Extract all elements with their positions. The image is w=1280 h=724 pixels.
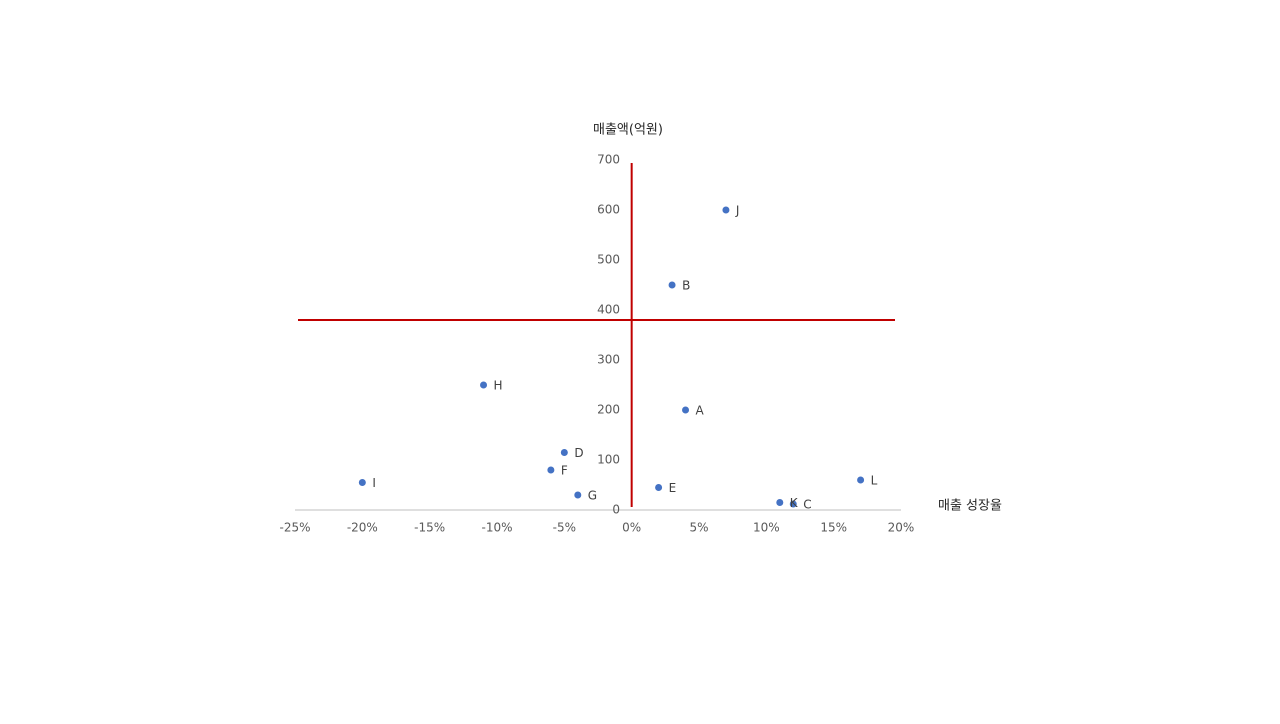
x-tick-label: 15% [820, 521, 847, 535]
point-label: J [735, 204, 740, 218]
y-tick-label: 500 [597, 253, 620, 267]
point-label: I [372, 476, 376, 490]
x-tick-label: 5% [689, 521, 708, 535]
point-label: F [561, 464, 568, 478]
y-tick-label: 700 [597, 153, 620, 167]
x-tick-label: 20% [888, 521, 915, 535]
point [776, 499, 784, 506]
x-tick-label: 10% [753, 521, 780, 535]
x-tick-label: -15% [414, 521, 445, 535]
y-tick-label: 200 [597, 403, 620, 417]
point-label: H [494, 379, 503, 393]
point-label: C [803, 498, 811, 512]
point-label: K [790, 496, 799, 510]
y-tick-label: 100 [597, 453, 620, 467]
point-label: G [588, 489, 597, 503]
point [789, 500, 797, 508]
point [668, 281, 676, 289]
x-tick-label: -5% [553, 521, 576, 535]
point-label: E [669, 481, 677, 495]
x-tick-label: -20% [347, 521, 378, 535]
point-label: B [682, 279, 690, 293]
point [358, 479, 366, 486]
y-tick-label: 400 [597, 303, 620, 317]
y-tick-label: 0 [612, 503, 620, 517]
x-tick-label: -25% [279, 521, 310, 535]
point-label: D [574, 446, 583, 460]
y-tick-label: 600 [597, 203, 620, 217]
y-tick-label: 300 [597, 353, 620, 367]
point [655, 484, 663, 491]
point [480, 381, 488, 389]
point [574, 491, 582, 499]
point [857, 476, 865, 484]
y-axis-title: 매출액(억원) [593, 123, 663, 138]
point [560, 449, 568, 456]
point [547, 466, 555, 474]
point [682, 406, 690, 414]
x-axis-title: 매출 성장율 [938, 499, 1002, 514]
point [722, 206, 730, 214]
point-label: A [696, 404, 705, 418]
point-label: L [871, 474, 878, 488]
x-tick-label: -10% [481, 521, 512, 535]
x-tick-label: 0% [622, 521, 641, 535]
